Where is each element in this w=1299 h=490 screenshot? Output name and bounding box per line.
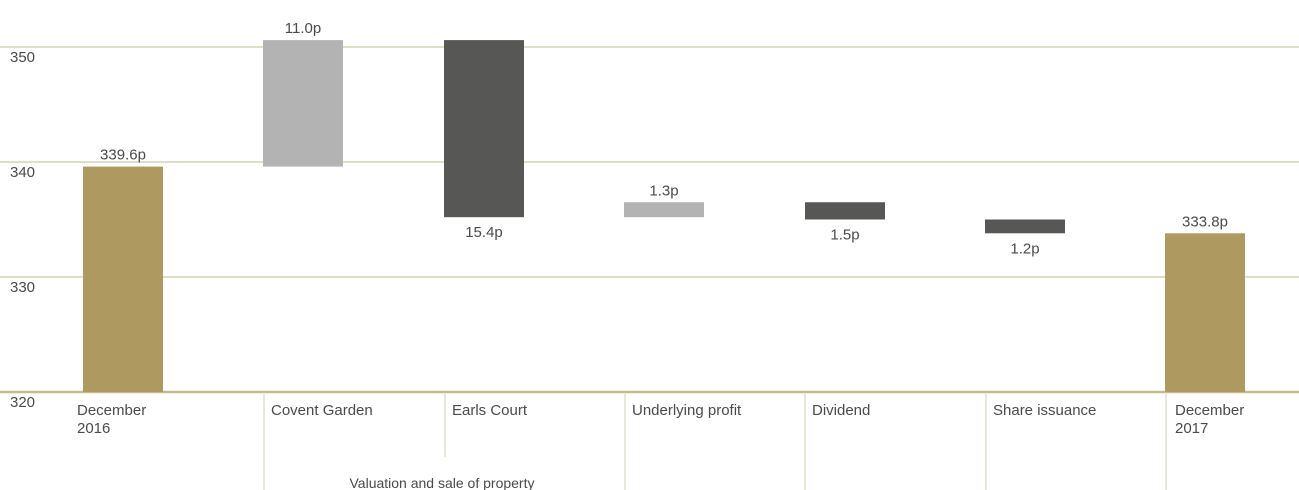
value-label-5: 1.2p	[1010, 240, 1039, 257]
category-label-1: Covent Garden	[271, 402, 373, 419]
y-tick-label-330: 330	[10, 279, 35, 296]
y-tick-label-350: 350	[10, 49, 35, 66]
value-labels: 339.6p 11.0p 15.4p 1.3p 1.5p 1.2p 333.8p	[100, 20, 1228, 257]
group-label: Valuation and sale of property	[350, 475, 535, 490]
bar-4	[805, 202, 885, 220]
bar-0	[83, 166, 163, 392]
value-label-1: 11.0p	[285, 20, 321, 37]
bar-6	[1165, 233, 1245, 392]
bar-5	[985, 219, 1065, 234]
value-label-2: 15.4p	[465, 224, 503, 241]
category-label-5: Share issuance	[993, 402, 1096, 419]
category-separators	[263, 394, 1167, 490]
category-label-2: Earls Court	[452, 402, 528, 419]
category-label-4: Dividend	[812, 402, 870, 419]
y-tick-label-340: 340	[10, 164, 35, 181]
category-label-0: December	[77, 402, 146, 419]
category-label-6: 2017	[1175, 420, 1208, 437]
category-label-6: December	[1175, 402, 1244, 419]
value-label-3: 1.3p	[649, 182, 678, 199]
category-label-0: 2016	[77, 420, 110, 437]
bar-2	[444, 40, 524, 218]
value-label-6: 333.8p	[1182, 213, 1228, 230]
y-axis-tick-labels: 320 330 340 350	[10, 49, 35, 411]
gridlines	[0, 46, 1299, 394]
y-tick-label-320: 320	[10, 394, 35, 411]
value-label-4: 1.5p	[830, 227, 859, 244]
bars	[83, 40, 1245, 392]
value-label-0: 339.6p	[100, 147, 146, 164]
category-label-3: Underlying profit	[632, 402, 742, 419]
bar-3	[624, 202, 704, 218]
bar-1	[263, 40, 343, 167]
